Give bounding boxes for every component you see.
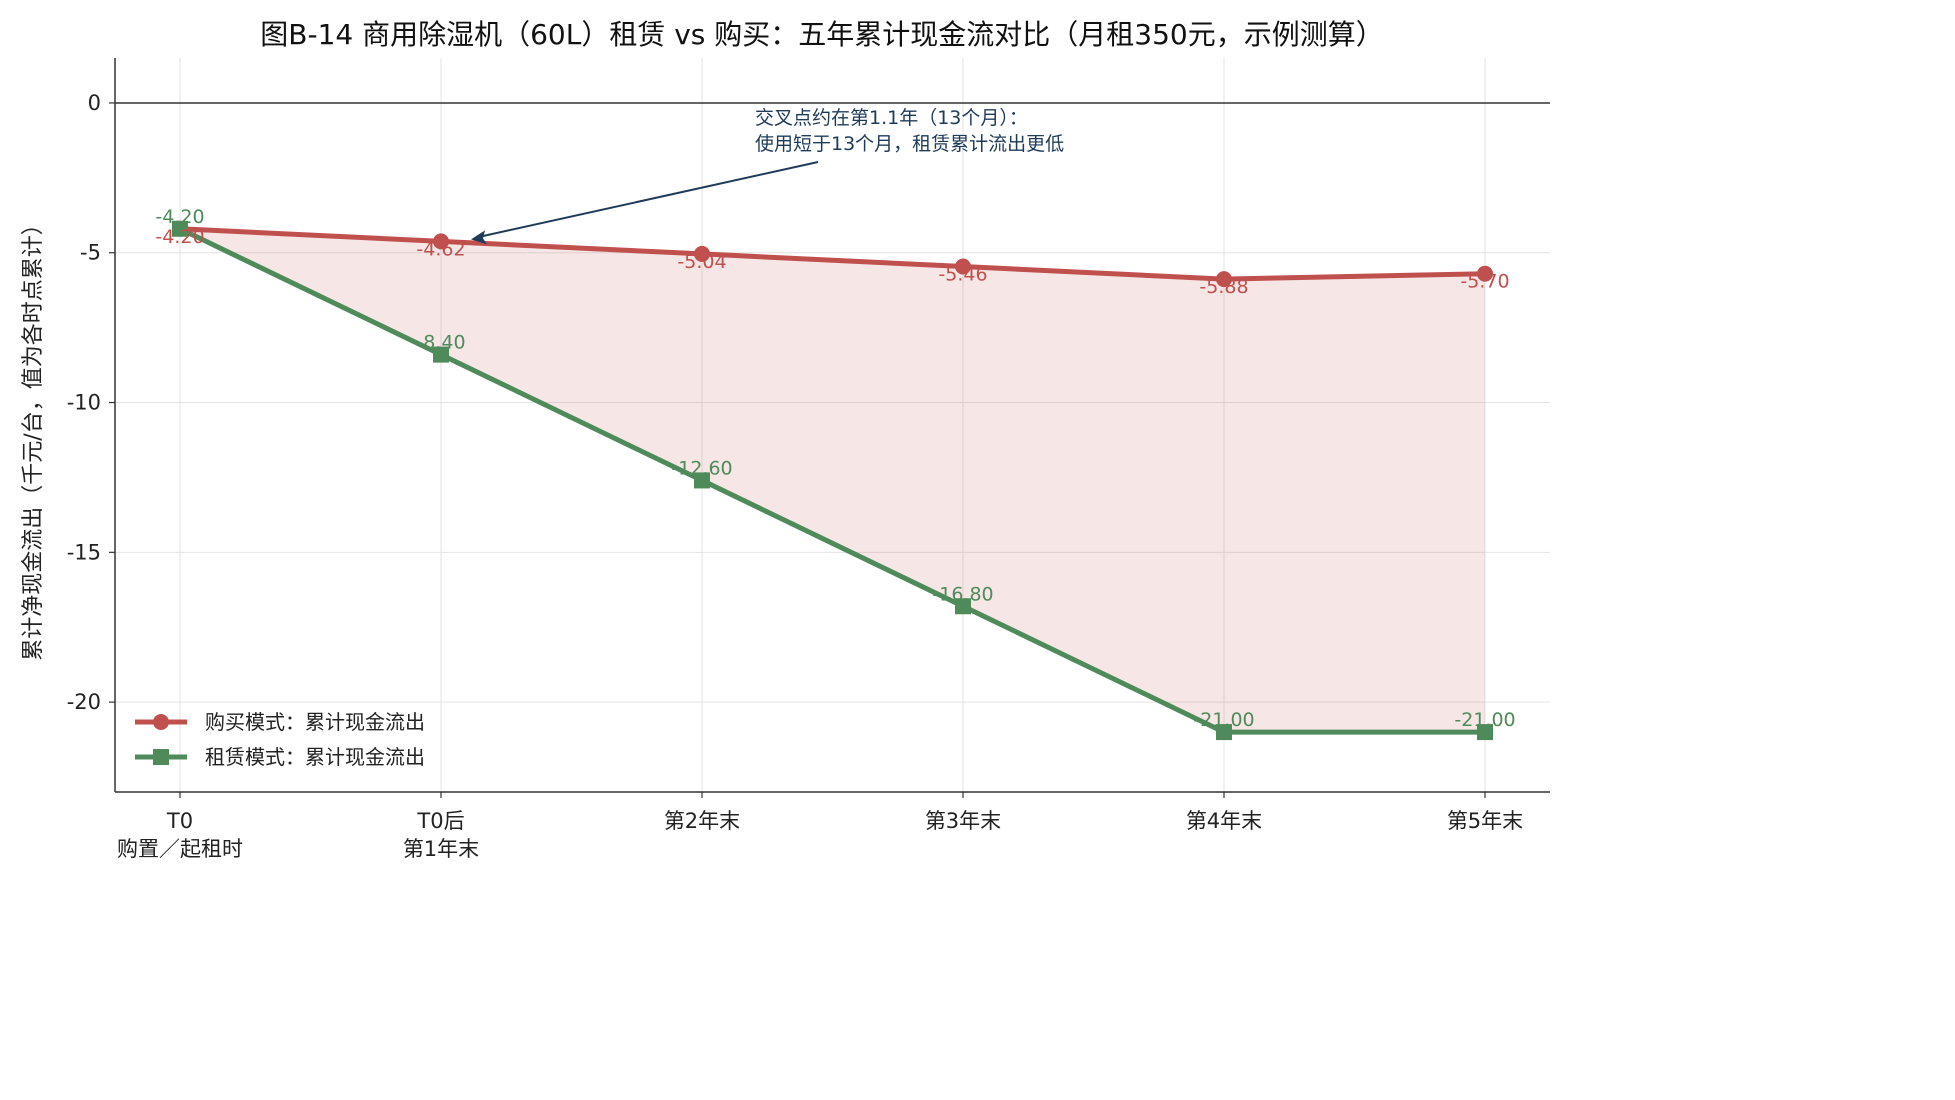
x-tick-label: T0 <box>166 809 193 833</box>
series-1-data-label: -5.70 <box>1460 271 1509 293</box>
y-tick-label: 0 <box>88 91 101 115</box>
series-1-data-label: -5.04 <box>677 251 726 273</box>
series-2-data-label: -8.40 <box>416 332 465 354</box>
annotation-text: 使用短于13个月，租赁累计流出更低 <box>755 133 1064 155</box>
series-1-point <box>1216 271 1232 288</box>
y-tick-label: -15 <box>67 540 101 564</box>
chart-canvas: 图B-14 商用除湿机（60L）租赁 vs 购买：五年累计现金流对比（月租350… <box>21 18 1550 861</box>
legend-label-2: 租赁模式：累计现金流出 <box>205 745 425 769</box>
series-line-1 <box>177 226 1488 282</box>
series-2-point <box>955 598 971 615</box>
series-2-point <box>172 220 188 237</box>
annotation-arrow-head <box>471 230 487 245</box>
data-labels: -4.20 -4.62 -5.04 -5.46 -5.88 -5.70 -4.20 -8.40… <box>155 206 1515 731</box>
series-1-data-label: -5.46 <box>938 264 987 286</box>
series-1-point <box>955 258 971 275</box>
x-tick-label: 购置／起租时 <box>117 837 243 861</box>
series-2-data-label: -16.80 <box>932 583 993 605</box>
series-line-2 <box>177 226 1488 735</box>
x-tick-label: 第2年末 <box>664 809 740 833</box>
chart-title: 图B-14 商用除湿机（60L）租赁 vs 购买：五年累计现金流对比（月租350… <box>260 18 1383 51</box>
series-2-data-label: -4.20 <box>155 206 204 228</box>
chart-root: 图B-14 商用除湿机（60L）租赁 vs 购买：五年累计现金流对比（月租350… <box>21 18 1550 861</box>
y-tick-label: -5 <box>80 241 101 265</box>
legend-label-1: 购买模式：累计现金流出 <box>205 710 425 734</box>
series-2-point <box>433 346 449 363</box>
x-tick-label: 第5年末 <box>1447 809 1523 833</box>
series-2-data-label: -21.00 <box>1454 709 1515 731</box>
series-1-point <box>1477 265 1493 282</box>
x-tick-label: 第1年末 <box>403 837 479 861</box>
fill-between-area <box>180 228 1485 733</box>
annotation-arrow-line <box>476 161 819 239</box>
series-1-data-label: -4.20 <box>155 226 204 248</box>
fill-between-region <box>180 228 1485 733</box>
x-tick-label: T0后 <box>416 809 464 833</box>
y-tick-label: -20 <box>67 690 101 714</box>
x-tick-label: 第4年末 <box>1186 809 1262 833</box>
annotation: 交叉点约在第1.1年（13个月）： 使用短于13个月，租赁累计流出更低 <box>471 107 1064 245</box>
series-2-point <box>694 472 710 489</box>
annotation-text: 交叉点约在第1.1年（13个月）： <box>755 107 1028 129</box>
legend-marker-1 <box>153 714 169 730</box>
series-2-data-label: -21.00 <box>1193 709 1254 731</box>
y-tick-label: -10 <box>67 391 101 415</box>
series-2-data-label: -12.60 <box>671 457 732 479</box>
legend-marker-2 <box>153 749 169 765</box>
series-1-point <box>433 233 449 250</box>
series-1-point <box>694 245 710 262</box>
x-tick-label: 第3年末 <box>925 809 1001 833</box>
series-2-point <box>1216 724 1232 741</box>
series-1-data-label: -4.62 <box>416 238 465 260</box>
series-1-data-label: -5.88 <box>1199 276 1248 298</box>
series-2-point <box>1477 724 1493 741</box>
series-layer <box>172 220 1493 741</box>
y-axis-label: 累计净现金流出（千元/台，值为各时点累计） <box>21 213 46 660</box>
